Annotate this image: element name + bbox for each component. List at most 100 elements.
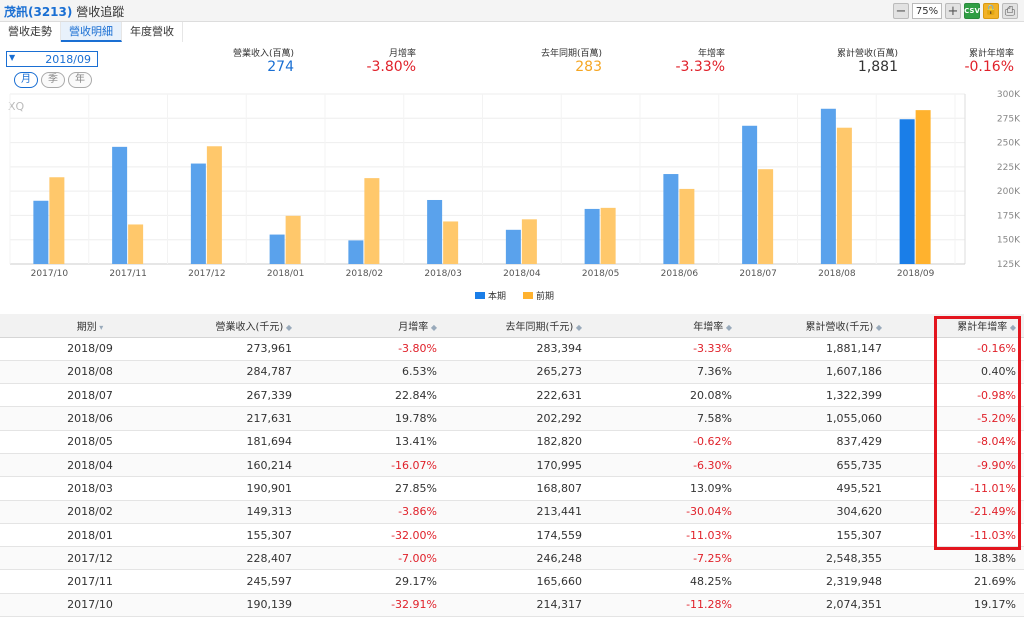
tab-annual-revenue[interactable]: 年度營收: [122, 22, 183, 42]
table-row[interactable]: 2017/12 228,407 -7.00% 246,248 -7.25% 2,548,3…: [0, 546, 1024, 571]
table-cell: 174,559: [445, 523, 590, 548]
table-cell: -7.25%: [590, 546, 740, 571]
freq-year-button[interactable]: 年: [68, 72, 92, 88]
table-row[interactable]: 2018/09 273,961 -3.80% 283,394 -3.33% 1,881,1…: [0, 337, 1024, 361]
bar-current-2018-08: [820, 108, 836, 264]
zoom-out-button[interactable]: −: [893, 3, 909, 19]
bar-previous-2018-08: [836, 127, 852, 264]
table-cell: -32.91%: [300, 593, 445, 617]
table-cell: 170,995: [445, 453, 590, 478]
bar-current-2017-10: [33, 200, 49, 264]
table-row[interactable]: 2017/11 245,597 29.17% 165,660 48.25% 2,319,9…: [0, 569, 1024, 594]
table-cell: 2018/04: [0, 453, 180, 478]
table-cell: 2018/05: [0, 430, 180, 454]
table-cell: 2018/01: [0, 523, 180, 548]
tab-revenue-trend[interactable]: 營收走勢: [0, 22, 61, 42]
table-row[interactable]: 2018/02 149,313 -3.86% 213,441 -30.04% 304,62…: [0, 500, 1024, 524]
period-select[interactable]: ▼ 2018/09: [6, 51, 98, 67]
sort-icon[interactable]: ▾: [96, 322, 104, 332]
sort-icon[interactable]: ◆: [573, 322, 582, 332]
table-cell: 29.17%: [300, 569, 445, 594]
stat-value: -3.80%: [366, 59, 416, 75]
table-cell: 20.08%: [590, 383, 740, 408]
table-row[interactable]: 2018/08 284,787 6.53% 265,273 7.36% 1,607,186…: [0, 360, 1024, 385]
section-name: 營收追蹤: [76, 5, 125, 19]
revenue-table: 期別 ▾ 營業收入(千元) ◆ 月增率 ◆ 去年同期(千元) ◆ 年增率 ◆ 累計營收(千…: [0, 314, 1024, 617]
stat-value: 283: [575, 59, 602, 75]
column-header-label: 年增率: [693, 321, 724, 333]
revenue-chart: XQ 125K 150K 175K 200K 225K 250K 275K 300K 2017/1…: [0, 90, 1024, 305]
sort-icon[interactable]: ◆: [723, 322, 732, 332]
table-cell: -3.86%: [300, 500, 445, 524]
x-tick-label: 2018/09: [897, 269, 935, 279]
table-cell: 18.38%: [890, 546, 1024, 571]
table-cell: 214,317: [445, 593, 590, 617]
y-tick-label: 300K: [997, 90, 1021, 100]
table-cell: 2018/08: [0, 360, 180, 385]
table-cell: 7.58%: [590, 406, 740, 431]
stat-value: -0.16%: [964, 59, 1014, 75]
sort-icon[interactable]: ◆: [873, 322, 882, 332]
table-cell: 246,248: [445, 546, 590, 571]
tab-revenue-detail[interactable]: 營收明細: [61, 22, 122, 42]
freq-quarter-button[interactable]: 季: [41, 72, 65, 88]
stat-last-year: 去年同期(百萬) 283: [510, 46, 602, 76]
table-cell: 165,660: [445, 569, 590, 594]
table-cell: 2018/03: [0, 476, 180, 501]
table-cell: 265,273: [445, 360, 590, 385]
bar-current-2018-06: [663, 174, 679, 264]
zoom-level: 75%: [912, 3, 942, 19]
table-cell: 304,620: [740, 500, 890, 524]
y-tick-label: 200K: [997, 187, 1021, 197]
table-cell: 19.78%: [300, 406, 445, 431]
freq-month-button[interactable]: 月: [14, 72, 38, 88]
stat-label: 月增率: [388, 49, 416, 59]
table-row[interactable]: 2017/10 190,139 -32.91% 214,317 -11.28% 2,074…: [0, 593, 1024, 617]
table-cell: -30.04%: [590, 500, 740, 524]
bar-previous-2018-03: [443, 221, 459, 264]
table-row[interactable]: 2018/06 217,631 19.78% 202,292 7.58% 1,055,06…: [0, 406, 1024, 431]
table-cell: -11.03%: [590, 523, 740, 548]
csv-export-button[interactable]: CSV: [964, 3, 980, 19]
table-cell: 1,055,060: [740, 406, 890, 431]
column-header-label: 累計年增率: [957, 321, 1008, 333]
bar-previous-2018-01: [285, 215, 301, 264]
table-cell: -3.33%: [590, 337, 740, 361]
table-cell: 13.41%: [300, 430, 445, 454]
column-header[interactable]: 累計營收(千元) ◆: [740, 314, 890, 338]
bar-current-2018-09: [899, 119, 915, 264]
stat-value: -3.33%: [675, 59, 725, 75]
table-cell: -16.07%: [300, 453, 445, 478]
chart-watermark: XQ: [8, 100, 25, 113]
column-header[interactable]: 累計年增率 ◆: [890, 314, 1024, 338]
print-icon[interactable]: ⎙: [1002, 3, 1018, 19]
y-tick-label: 150K: [997, 236, 1021, 246]
zoom-in-button[interactable]: +: [945, 3, 961, 19]
column-header-label: 期別: [76, 321, 97, 333]
column-header-label: 營業收入(千元): [215, 321, 284, 333]
table-cell: 245,597: [180, 569, 300, 594]
bar-current-2018-01: [269, 234, 285, 264]
table-cell: -9.90%: [890, 453, 1024, 478]
bar-current-2017-12: [190, 163, 206, 264]
table-row[interactable]: 2018/04 160,214 -16.07% 170,995 -6.30% 655,73…: [0, 453, 1024, 478]
table-row[interactable]: 2018/01 155,307 -32.00% 174,559 -11.03% 155,3…: [0, 523, 1024, 548]
table-cell: -6.30%: [590, 453, 740, 478]
stock-name[interactable]: 茂訊(3213): [4, 5, 73, 19]
sort-icon[interactable]: ◆: [428, 322, 437, 332]
legend-swatch: [475, 292, 485, 299]
column-header[interactable]: 期別 ▾: [0, 314, 180, 338]
table-header-row: 期別 ▾ 營業收入(千元) ◆ 月增率 ◆ 去年同期(千元) ◆ 年增率 ◆ 累計營收(千…: [0, 314, 1024, 338]
column-header[interactable]: 去年同期(千元) ◆: [445, 314, 590, 338]
table-body: 2018/09 273,961 -3.80% 283,394 -3.33% 1,881,1…: [0, 337, 1024, 617]
table-row[interactable]: 2018/05 181,694 13.41% 182,820 -0.62% 837,429…: [0, 430, 1024, 454]
table-row[interactable]: 2018/03 190,901 27.85% 168,807 13.09% 495,521…: [0, 476, 1024, 501]
sort-icon[interactable]: ◆: [1007, 322, 1016, 332]
column-header[interactable]: 營業收入(千元) ◆: [180, 314, 300, 338]
table-row[interactable]: 2018/07 267,339 22.84% 222,631 20.08% 1,322,3…: [0, 383, 1024, 408]
column-header[interactable]: 年增率 ◆: [590, 314, 740, 338]
lock-icon[interactable]: 🔒: [983, 3, 999, 19]
sort-icon[interactable]: ◆: [283, 322, 292, 332]
column-header[interactable]: 月增率 ◆: [300, 314, 445, 338]
period-value: 2018/09: [45, 53, 91, 66]
